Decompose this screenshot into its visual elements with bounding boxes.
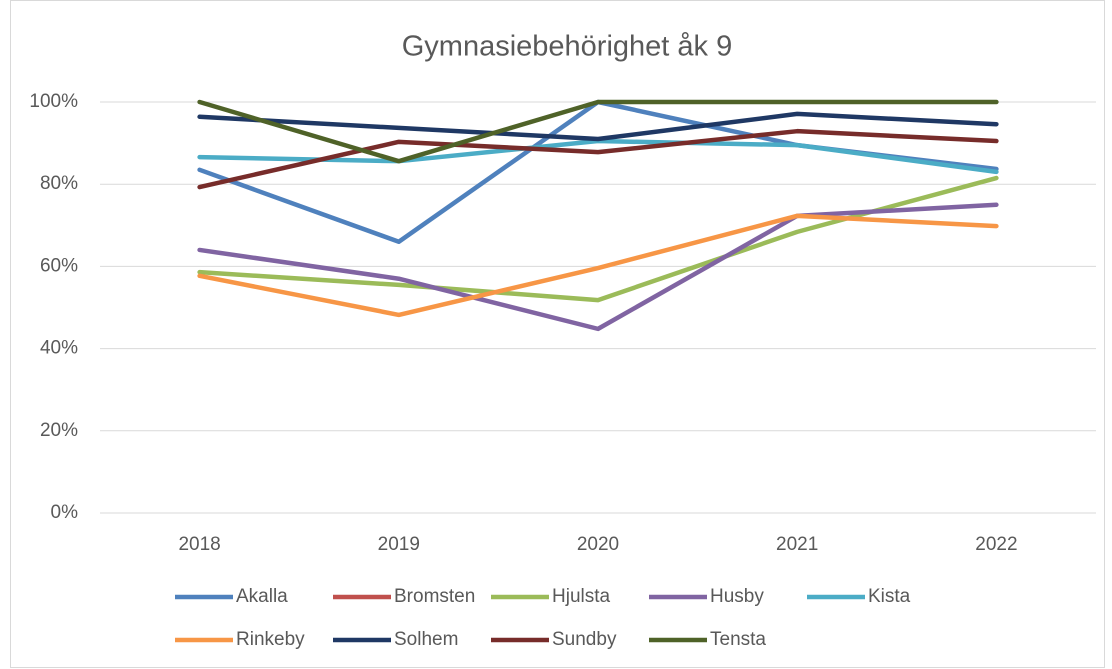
legend-label: Bromsten [394, 586, 475, 607]
legend-label: Tensta [710, 629, 766, 650]
legend-label: Hjulsta [552, 586, 611, 607]
series-line [197, 111, 999, 142]
y-tick-label: 0% [51, 502, 79, 523]
series-line [197, 99, 999, 164]
y-tick-label: 40% [40, 338, 78, 359]
y-tick-label: 60% [40, 255, 78, 276]
x-tick-label: 2018 [178, 534, 220, 555]
legend-label: Rinkeby [236, 629, 305, 650]
legend-label: Akalla [236, 586, 288, 607]
series-line [197, 213, 999, 318]
y-tick-label: 100% [29, 91, 78, 112]
x-tick-label: 2020 [577, 534, 619, 555]
legend-label: Solhem [394, 629, 458, 650]
legend-label: Sundby [552, 629, 617, 650]
x-tick-label: 2019 [378, 534, 420, 555]
chart-title: Gymnasiebehörighet åk 9 [402, 31, 732, 63]
y-tick-label: 80% [40, 173, 78, 194]
x-tick-label: 2021 [776, 534, 818, 555]
series-line [197, 128, 999, 190]
y-tick-label: 20% [40, 420, 78, 441]
series-line [197, 202, 999, 332]
x-tick-label: 2022 [975, 534, 1017, 555]
legend-label: Kista [868, 586, 911, 607]
chart-frame [10, 0, 1105, 668]
legend-label: Husby [710, 586, 764, 607]
